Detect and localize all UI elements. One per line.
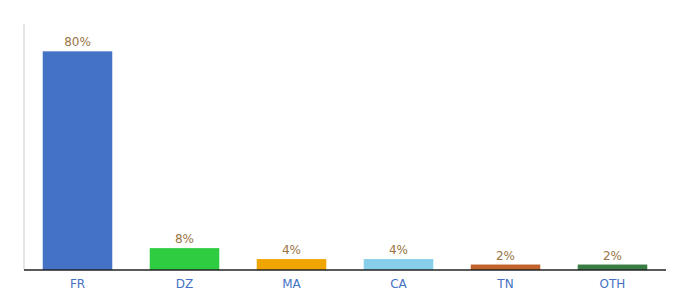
x-tick-label: DZ	[176, 277, 193, 291]
data-label: 4%	[282, 243, 301, 257]
x-tick-label: TN	[496, 277, 513, 291]
data-label: 2%	[603, 249, 622, 263]
x-tick-label: MA	[282, 277, 301, 291]
bar	[578, 265, 648, 270]
data-label: 4%	[389, 243, 408, 257]
data-labels: 80% 8% 4% 4% 2% 2%	[64, 35, 622, 262]
x-tick-label: CA	[390, 277, 407, 291]
page: {"chart_data": {"type": "bar", "categori…	[0, 0, 680, 300]
data-label: 80%	[64, 35, 91, 49]
bar	[150, 248, 220, 270]
x-tick-label: OTH	[600, 277, 626, 291]
bars	[43, 51, 648, 270]
x-tick-labels: FR DZ MA CA TN OTH	[70, 277, 626, 291]
x-axis-line	[24, 269, 666, 271]
bar	[257, 259, 327, 270]
bar	[43, 51, 113, 270]
x-tick-label: FR	[70, 277, 85, 291]
y-axis-line	[24, 24, 25, 270]
bar	[364, 259, 434, 270]
bar	[471, 265, 541, 270]
data-label: 2%	[496, 249, 515, 263]
data-label: 8%	[175, 232, 194, 246]
chart-container: 80% 8% 4% 4% 2% 2% FR DZ MA CA TN OTH	[0, 0, 680, 300]
chart-svg: 80% 8% 4% 4% 2% 2% FR DZ MA CA TN OTH	[0, 0, 680, 300]
